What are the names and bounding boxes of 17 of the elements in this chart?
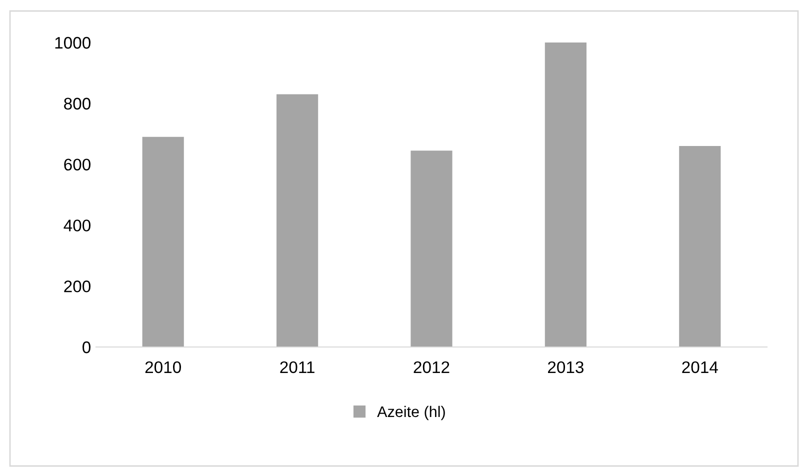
x-tick-label: 2013: [548, 361, 584, 374]
bar: [276, 94, 318, 347]
bar: [410, 150, 452, 347]
y-tick-label: 1000: [55, 36, 90, 49]
y-tick-label: 800: [64, 98, 90, 110]
bar: [142, 136, 184, 347]
bar: [679, 146, 721, 347]
x-tick-label: 2014: [682, 361, 718, 374]
x-tick-label: 2012: [414, 361, 450, 374]
x-tick-label: 2010: [145, 361, 181, 374]
legend-label: Azeite (hl): [377, 406, 445, 420]
y-tick-label: 600: [64, 158, 90, 171]
x-tick-label: 2011: [280, 361, 314, 374]
bar: [544, 42, 586, 347]
y-tick-label: 400: [64, 220, 90, 232]
y-tick-label: 0: [82, 341, 90, 354]
y-tick-label: 200: [64, 280, 90, 292]
